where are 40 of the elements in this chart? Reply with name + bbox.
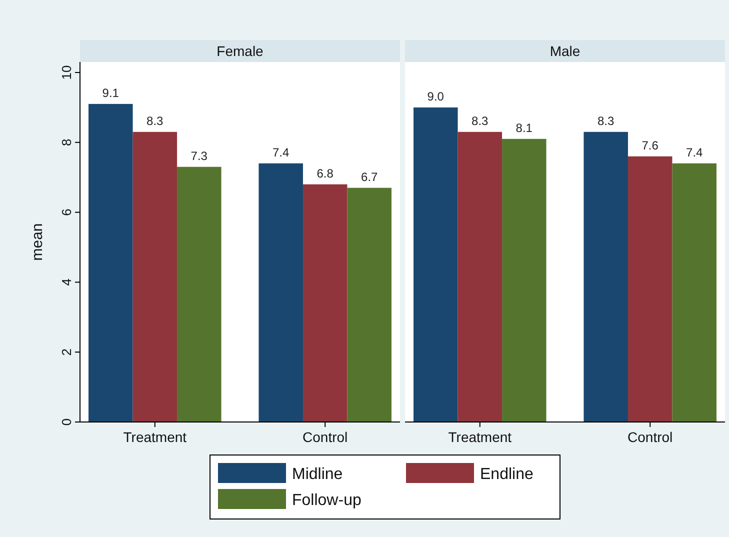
x-tick-label: Treatment: [123, 429, 187, 445]
bar: [458, 132, 502, 422]
data-label: 7.3: [190, 148, 208, 163]
data-label: 6.8: [316, 166, 334, 180]
data-label: 6.7: [361, 170, 378, 184]
legend-label: Endline: [480, 466, 534, 483]
bar: [502, 138, 546, 422]
bar: [584, 132, 628, 422]
bar: [258, 163, 303, 422]
bar: [177, 166, 222, 422]
y-axis-title: mean: [29, 223, 46, 261]
data-label: 8.1: [516, 120, 533, 135]
bar: [132, 132, 178, 422]
bar: [302, 184, 348, 422]
y-tick-label: 6: [59, 208, 74, 216]
bar: [414, 107, 458, 422]
chart-title: Male: [550, 43, 580, 59]
y-tick-label: 8: [59, 138, 74, 146]
x-tick-label: Control: [302, 429, 348, 445]
bar: [628, 156, 672, 422]
legend-label: Midline: [292, 466, 343, 483]
chart-title: Female: [216, 43, 264, 59]
y-tick-label: 0: [59, 418, 74, 426]
bar: [672, 163, 716, 422]
x-tick-label: Treatment: [448, 429, 512, 445]
data-label: 7.4: [686, 145, 704, 160]
bar: [347, 188, 392, 422]
x-tick-label: Control: [628, 429, 673, 445]
data-label: 7.6: [642, 138, 659, 152]
y-tick-label: 10: [59, 65, 74, 80]
data-label: 8.3: [146, 114, 164, 128]
legend-label: Follow-up: [292, 492, 362, 509]
data-label: 8.3: [472, 114, 489, 128]
data-label: 9.0: [427, 89, 444, 104]
data-label: 7.4: [272, 145, 290, 160]
y-tick-label: 2: [59, 348, 74, 356]
bar: [88, 104, 133, 422]
data-label: 8.3: [598, 114, 615, 128]
data-label: 9.1: [102, 86, 120, 100]
y-tick-label: 4: [59, 278, 74, 286]
